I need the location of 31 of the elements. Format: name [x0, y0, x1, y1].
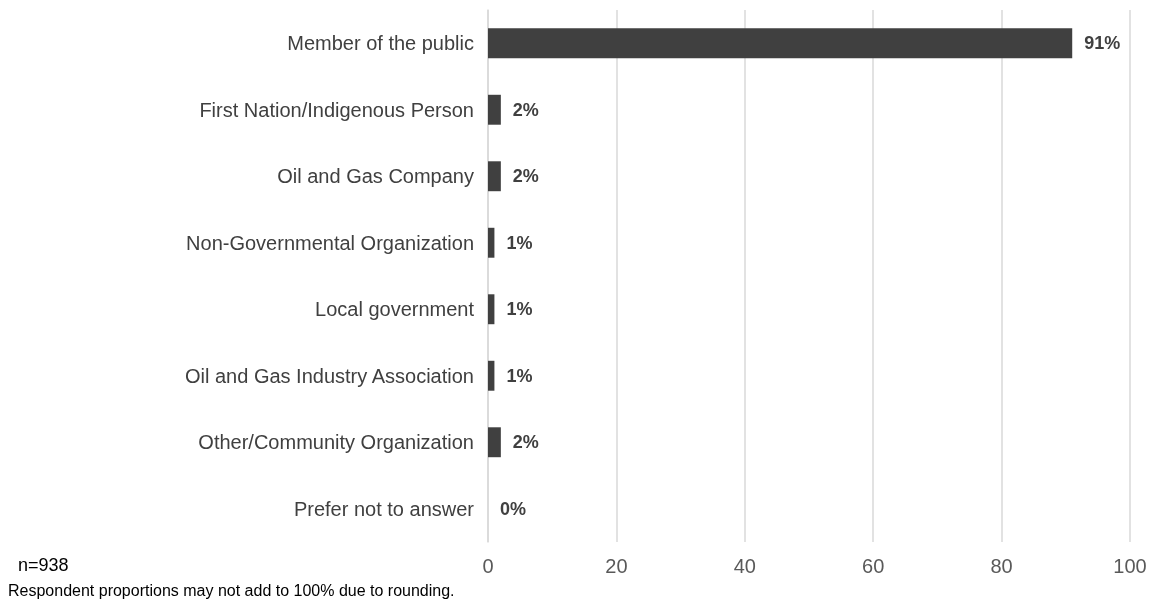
x-tick-label: 80 [990, 555, 1013, 577]
data-label: 2% [512, 432, 539, 453]
bar [488, 294, 495, 325]
data-label: 91% [1084, 33, 1121, 54]
bar [488, 227, 495, 258]
bar [488, 161, 501, 192]
data-label: 0% [500, 498, 527, 519]
x-tick-label: 0 [482, 555, 494, 577]
y-tick-label: Other/Community Organization [198, 431, 474, 454]
x-tick-label: 100 [1113, 555, 1147, 577]
bar [488, 28, 1073, 59]
y-tick-label: Oil and Gas Company [277, 165, 474, 188]
x-tick-label: 60 [862, 555, 885, 577]
data-label: 2% [512, 99, 539, 120]
bar [488, 427, 501, 458]
data-label: 1% [506, 365, 533, 386]
data-label: 1% [506, 232, 533, 253]
y-tick-label: First Nation/Indigenous Person [199, 98, 474, 121]
x-tick-label: 40 [733, 555, 756, 577]
data-label: 2% [512, 166, 539, 187]
text: n=938 [18, 555, 69, 575]
y-tick-label: Prefer not to answer [293, 497, 475, 520]
y-tick-label: Local government [315, 298, 475, 321]
bar [488, 94, 501, 125]
text: Respondent proportions may not add to 100% due to rounding. [8, 581, 455, 599]
y-tick-label: Member of the public [287, 32, 474, 55]
data-label: 1% [506, 299, 533, 320]
bar [488, 360, 495, 391]
y-tick-label: Non-Governmental Organization [186, 231, 474, 254]
x-tick-label: 20 [605, 555, 628, 577]
y-tick-label: Oil and Gas Industry Association [184, 364, 474, 387]
